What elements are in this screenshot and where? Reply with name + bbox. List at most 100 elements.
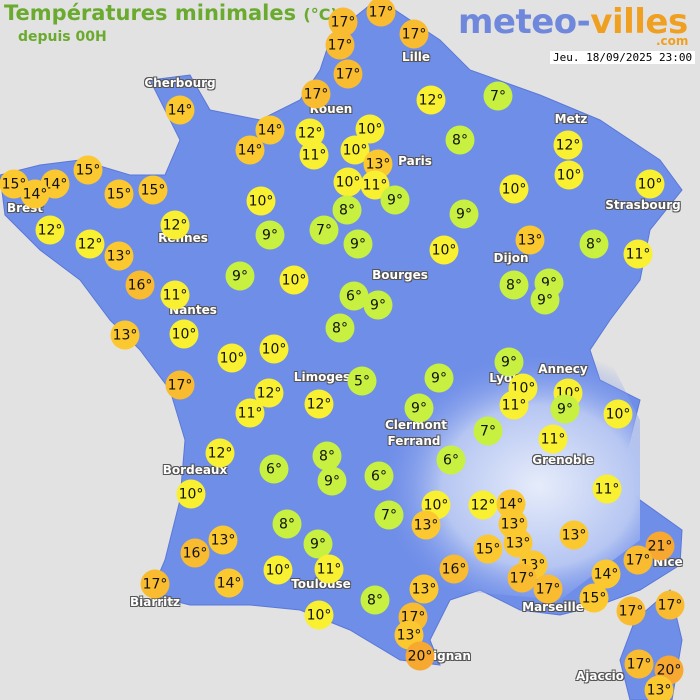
- city-label: Biarritz: [129, 595, 181, 609]
- temperature-marker: 15°: [473, 534, 503, 564]
- temperature-marker: 15°: [104, 179, 134, 209]
- city-label: Metz: [554, 112, 588, 126]
- datetime-stamp: Jeu. 18/09/2025 23:00: [550, 51, 696, 64]
- temperature-marker: 8°: [332, 195, 362, 225]
- temperature-marker: 17°: [624, 649, 654, 679]
- temperature-marker: 11°: [538, 424, 568, 454]
- temperature-marker: 11°: [299, 140, 329, 170]
- city-label: Ferrand: [387, 434, 441, 448]
- temperature-marker: 9°: [317, 466, 347, 496]
- temperature-marker: 10°: [259, 334, 289, 364]
- temperature-marker: 6°: [259, 454, 289, 484]
- temperature-marker: 10°: [217, 343, 247, 373]
- temperature-marker: 7°: [473, 416, 503, 446]
- temperature-marker: 17°: [301, 79, 331, 109]
- temperature-marker: 11°: [235, 398, 265, 428]
- temperature-marker: 9°: [404, 393, 434, 423]
- city-label: Ajaccio: [575, 669, 625, 683]
- city-label: Strasbourg: [605, 198, 681, 212]
- temperature-marker: 13°: [110, 320, 140, 350]
- temperature-marker: 11°: [314, 554, 344, 584]
- temperature-marker: 11°: [623, 239, 653, 269]
- temperature-marker: 17°: [140, 569, 170, 599]
- temperature-marker: 9°: [255, 220, 285, 250]
- temperature-marker: 12°: [416, 85, 446, 115]
- temperature-marker: 17°: [333, 59, 363, 89]
- temperature-marker: 17°: [623, 545, 653, 575]
- temperature-marker: 14°: [235, 135, 265, 165]
- temperature-marker: 10°: [169, 319, 199, 349]
- temperature-marker: 8°: [312, 441, 342, 471]
- temperature-marker: 17°: [507, 563, 537, 593]
- temperature-marker: 13°: [411, 510, 441, 540]
- temperature-marker: 10°: [333, 167, 363, 197]
- title-text: Températures minimales: [4, 1, 297, 25]
- temperature-marker: 10°: [246, 186, 276, 216]
- temperature-marker: 11°: [499, 390, 529, 420]
- temperature-marker: 9°: [363, 290, 393, 320]
- city-label: Dijon: [493, 251, 529, 265]
- logo-part2: villes: [590, 2, 688, 42]
- temperature-marker: 10°: [304, 600, 334, 630]
- city-label: Annecy: [538, 362, 588, 376]
- temperature-marker: 7°: [374, 500, 404, 530]
- temperature-marker: 9°: [380, 185, 410, 215]
- temperature-marker: 12°: [75, 229, 105, 259]
- temperature-marker: 14°: [165, 95, 195, 125]
- temperature-marker: 10°: [635, 169, 665, 199]
- city-label: Limoges: [293, 370, 351, 384]
- temperature-marker: 15°: [579, 583, 609, 613]
- temperature-marker: 9°: [530, 285, 560, 315]
- temperature-marker: 15°: [138, 175, 168, 205]
- city-label: Clermont: [384, 418, 448, 432]
- temperature-marker: 14°: [20, 179, 50, 209]
- temperature-marker: 10°: [176, 479, 206, 509]
- temperature-marker: 13°: [409, 574, 439, 604]
- temperature-marker: 8°: [579, 229, 609, 259]
- temperature-marker: 6°: [436, 445, 466, 475]
- temperature-marker: 13°: [503, 528, 533, 558]
- temperature-marker: 8°: [360, 585, 390, 615]
- temperature-marker: 17°: [399, 19, 429, 49]
- city-label: Marseille: [522, 600, 584, 614]
- temperature-marker: 11°: [592, 474, 622, 504]
- temperature-marker: 14°: [214, 568, 244, 598]
- temperature-marker: 10°: [603, 399, 633, 429]
- temperature-marker: 13°: [515, 225, 545, 255]
- temperature-marker: 13°: [559, 520, 589, 550]
- temperature-marker: 9°: [424, 363, 454, 393]
- temperature-marker: 17°: [533, 574, 563, 604]
- temperature-marker: 13°: [208, 525, 238, 555]
- temperature-marker: 9°: [494, 347, 524, 377]
- map-title: Températures minimales (°C): [4, 1, 338, 25]
- temperature-marker: 10°: [429, 235, 459, 265]
- temperature-marker: 7°: [483, 81, 513, 111]
- temperature-marker: 17°: [616, 596, 646, 626]
- city-label: Cherbourg: [144, 76, 216, 90]
- temperature-marker: 17°: [366, 0, 396, 27]
- temperature-marker: 17°: [165, 370, 195, 400]
- temperature-marker: 10°: [279, 265, 309, 295]
- temperature-marker: 8°: [445, 125, 475, 155]
- meteo-villes-logo: meteo-villes: [458, 2, 688, 42]
- temperature-marker: 11°: [160, 280, 190, 310]
- temperature-marker: 12°: [35, 215, 65, 245]
- logo-suffix: .com: [656, 34, 689, 48]
- city-label: Paris: [398, 154, 432, 168]
- temperature-marker: 20°: [405, 641, 435, 671]
- temperature-marker: 8°: [272, 509, 302, 539]
- temperature-marker: 16°: [125, 270, 155, 300]
- temperature-marker: 9°: [343, 229, 373, 259]
- temperature-marker: 12°: [160, 210, 190, 240]
- temperature-marker: 6°: [364, 461, 394, 491]
- temperature-marker: 12°: [205, 438, 235, 468]
- temperature-marker: 15°: [73, 155, 103, 185]
- temperature-marker: 8°: [499, 270, 529, 300]
- temperature-marker: 10°: [263, 555, 293, 585]
- logo-part1: meteo-: [458, 2, 591, 42]
- temperature-marker: 12°: [553, 130, 583, 160]
- map-subtitle: depuis 00H: [18, 29, 107, 45]
- temperature-marker: 16°: [180, 538, 210, 568]
- temperature-marker: 9°: [225, 261, 255, 291]
